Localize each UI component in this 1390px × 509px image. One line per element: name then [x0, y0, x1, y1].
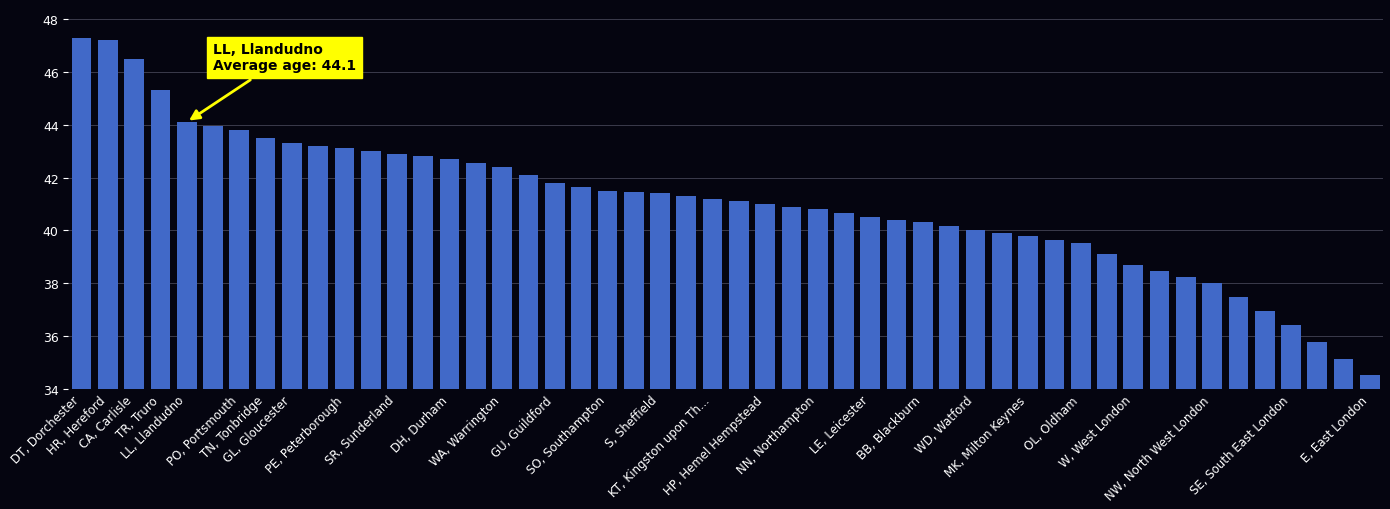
Bar: [598, 191, 617, 509]
Bar: [1019, 236, 1038, 509]
Bar: [992, 234, 1012, 509]
Bar: [755, 205, 776, 509]
Bar: [1334, 359, 1354, 509]
Bar: [1308, 343, 1327, 509]
Bar: [571, 187, 591, 509]
Bar: [1202, 284, 1222, 509]
Bar: [150, 91, 170, 509]
Bar: [256, 138, 275, 509]
Bar: [309, 147, 328, 509]
Bar: [229, 131, 249, 509]
Bar: [651, 194, 670, 509]
Bar: [860, 218, 880, 509]
Bar: [1255, 312, 1275, 509]
Text: LL, Llandudno
Average age: 44.1: LL, Llandudno Average age: 44.1: [192, 43, 356, 120]
Bar: [545, 183, 564, 509]
Bar: [335, 149, 354, 509]
Bar: [413, 157, 434, 509]
Bar: [1176, 277, 1195, 509]
Bar: [282, 144, 302, 509]
Bar: [887, 220, 906, 509]
Bar: [781, 207, 801, 509]
Bar: [72, 39, 92, 509]
Bar: [388, 154, 407, 509]
Bar: [834, 214, 853, 509]
Bar: [1044, 240, 1065, 509]
Bar: [624, 192, 644, 509]
Bar: [940, 227, 959, 509]
Bar: [518, 176, 538, 509]
Bar: [177, 123, 196, 509]
Bar: [1150, 271, 1169, 509]
Bar: [97, 41, 118, 509]
Bar: [361, 152, 381, 509]
Bar: [677, 196, 696, 509]
Bar: [1229, 298, 1248, 509]
Bar: [703, 199, 723, 509]
Bar: [1359, 376, 1380, 509]
Bar: [203, 127, 222, 509]
Bar: [1282, 326, 1301, 509]
Bar: [808, 210, 827, 509]
Bar: [124, 60, 145, 509]
Bar: [1070, 244, 1091, 509]
Bar: [728, 202, 749, 509]
Bar: [466, 164, 485, 509]
Bar: [439, 160, 460, 509]
Bar: [913, 223, 933, 509]
Bar: [492, 167, 512, 509]
Bar: [1123, 265, 1143, 509]
Bar: [1097, 254, 1116, 509]
Bar: [966, 231, 986, 509]
